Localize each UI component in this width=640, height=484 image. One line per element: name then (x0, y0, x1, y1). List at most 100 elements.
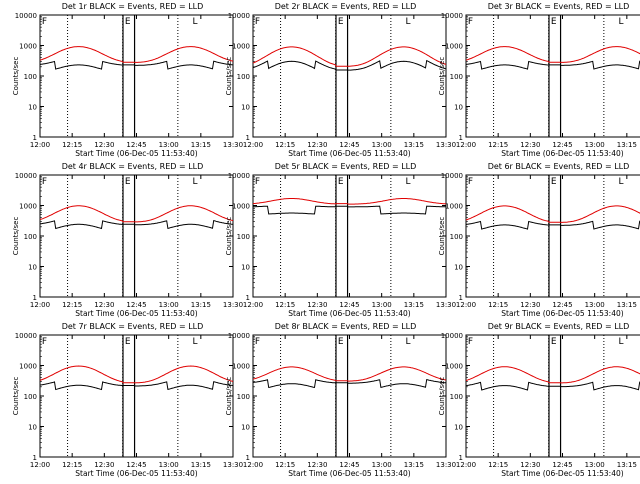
marker-letter: L (192, 337, 197, 347)
y-tick-label: 1000 (445, 43, 463, 51)
x-tick-label: 13:00 (585, 461, 605, 469)
x-tick-label: 12:30 (94, 301, 114, 309)
y-tick-label: 1000 (19, 43, 37, 51)
x-tick-label: 13:15 (191, 301, 211, 309)
chart-panel-8: Det 8r BLACK = Events, RED = LLD 1 10 100 10… (225, 322, 456, 478)
marker-letter: F (255, 337, 260, 347)
y-tick-label: 1 (33, 134, 37, 142)
y-tick-label: 1000 (19, 203, 37, 211)
marker-letter: F (255, 17, 260, 27)
chart-panel-6: Det 6r BLACK = Events, RED = LLD 1 10 100 10… (438, 162, 640, 318)
x-tick-label: 12:00 (243, 461, 263, 469)
x-tick-label: 13:15 (404, 461, 424, 469)
series-line-lld (465, 46, 640, 63)
chart-title: Det 9r BLACK = Events, RED = LLD (488, 322, 630, 331)
series-line-events (253, 205, 446, 215)
marker-letter: F (468, 177, 473, 187)
x-tick-label: 12:15 (488, 301, 508, 309)
x-tick-label: 12:00 (456, 461, 476, 469)
series-line-lld (465, 205, 640, 223)
x-tick-label: 12:30 (520, 301, 540, 309)
x-tick-label: 12:00 (456, 141, 476, 149)
x-axis-label: Start Time (06-Dec-05 11:53:40) (75, 469, 197, 478)
chart-title: Det 4r BLACK = Events, RED = LLD (62, 162, 204, 171)
y-axis-label: Counts/sec (438, 217, 446, 256)
x-tick-label: 12:30 (94, 141, 114, 149)
series-line-lld (39, 365, 234, 384)
x-tick-label: 13:15 (191, 461, 211, 469)
y-tick-label: 10 (28, 424, 37, 432)
series-line-events (39, 219, 234, 230)
x-tick-label: 12:45 (339, 141, 359, 149)
x-tick-label: 13:30 (223, 301, 243, 309)
chart-panel-3: Det 3r BLACK = Events, RED = LLD 1 10 100 10… (438, 2, 640, 158)
y-tick-label: 1000 (232, 203, 250, 211)
chart-panel-1: Det 1r BLACK = Events, RED = LLD 1 10 100 10… (12, 2, 243, 158)
marker-letter: E (551, 17, 557, 27)
chart-title: Det 3r BLACK = Events, RED = LLD (488, 2, 630, 11)
x-tick-label: 12:30 (520, 141, 540, 149)
plot-frame (39, 334, 234, 458)
x-tick-label: 12:15 (488, 461, 508, 469)
x-tick-label: 12:45 (126, 461, 146, 469)
y-tick-label: 10000 (441, 172, 463, 180)
series-line-events (39, 60, 234, 70)
plot-frame (465, 334, 640, 458)
x-tick-label: 12:00 (456, 301, 476, 309)
x-axis-label: Start Time (06-Dec-05 11:53:40) (288, 309, 410, 318)
x-axis-label: Start Time (06-Dec-05 11:53:40) (501, 149, 623, 158)
x-tick-label: 12:00 (30, 301, 50, 309)
marker-letter: L (618, 337, 623, 347)
x-tick-label: 13:15 (617, 141, 637, 149)
series-line-lld (252, 198, 446, 205)
x-tick-label: 12:00 (30, 141, 50, 149)
x-tick-label: 12:45 (552, 141, 572, 149)
y-tick-label: 10 (241, 264, 250, 272)
chart-panel-4: Det 4r BLACK = Events, RED = LLD 1 10 100 10… (12, 162, 243, 318)
y-tick-label: 100 (237, 233, 250, 241)
series-line-events (252, 378, 447, 389)
x-tick-label: 12:15 (275, 461, 295, 469)
x-tick-label: 13:00 (159, 301, 179, 309)
y-tick-label: 1000 (445, 363, 463, 371)
x-tick-label: 12:30 (520, 461, 540, 469)
y-tick-label: 10000 (228, 12, 250, 20)
series-line-lld (252, 366, 447, 382)
x-tick-label: 13:30 (223, 461, 243, 469)
marker-letter: E (125, 177, 131, 187)
x-tick-label: 12:15 (62, 141, 82, 149)
y-axis-label: Counts/sec (225, 57, 233, 96)
series-line-lld (39, 205, 234, 223)
series-line-events (465, 220, 640, 230)
plot-frame (465, 174, 640, 298)
y-tick-label: 10 (454, 264, 463, 272)
marker-letter: L (405, 177, 410, 187)
y-axis-label: Counts/sec (12, 377, 20, 416)
plot-frame (252, 14, 447, 138)
y-tick-label: 100 (450, 73, 463, 81)
x-tick-label: 12:15 (488, 141, 508, 149)
series-line-events (252, 59, 447, 71)
series-line-events (39, 381, 234, 391)
x-tick-label: 13:00 (585, 141, 605, 149)
x-tick-label: 12:15 (62, 301, 82, 309)
x-axis-label: Start Time (06-Dec-05 11:53:40) (75, 149, 197, 158)
x-tick-label: 13:15 (617, 301, 637, 309)
marker-letter: F (255, 177, 260, 187)
y-tick-label: 1000 (232, 363, 250, 371)
y-axis-label: Counts/sec (225, 217, 233, 256)
y-tick-label: 1 (33, 294, 37, 302)
chart-panel-9: Det 9r BLACK = Events, RED = LLD 1 10 100 10… (438, 322, 640, 478)
series-line-events (465, 60, 640, 70)
plot-frame (39, 14, 234, 138)
marker-letter: F (42, 177, 47, 187)
x-tick-label: 13:30 (223, 141, 243, 149)
chart-title: Det 6r BLACK = Events, RED = LLD (488, 162, 630, 171)
x-tick-label: 13:15 (617, 461, 637, 469)
x-tick-label: 12:30 (94, 461, 114, 469)
y-tick-label: 100 (237, 393, 250, 401)
y-tick-label: 10 (454, 424, 463, 432)
y-tick-label: 100 (237, 73, 250, 81)
